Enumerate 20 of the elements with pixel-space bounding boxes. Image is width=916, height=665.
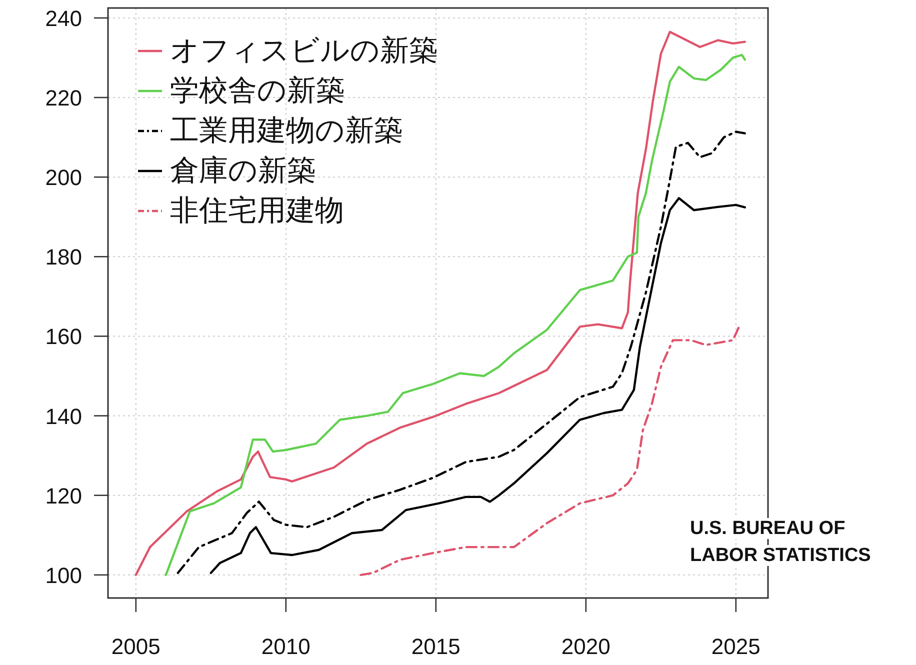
x-tick-label: 2005 xyxy=(111,634,160,659)
y-tick-label: 200 xyxy=(45,165,82,190)
x-tick-label: 2010 xyxy=(261,634,310,659)
x-tick-label: 2020 xyxy=(561,634,610,659)
y-tick-label: 140 xyxy=(45,404,82,429)
legend-label: 工業用建物の新築 xyxy=(170,115,403,147)
y-tick-label: 100 xyxy=(45,562,82,588)
y-tick-label: 220 xyxy=(45,86,82,111)
x-tick-label: 2015 xyxy=(411,634,460,659)
legend-label: オフィスビルの新築 xyxy=(170,35,438,67)
legend-label: 学校舎の新築 xyxy=(170,75,345,107)
y-tick-label: 180 xyxy=(45,244,82,270)
legend-label: 非住宅用建物 xyxy=(170,195,344,227)
y-tick-label: 160 xyxy=(45,324,82,350)
annotation: U.S. BUREAU OF xyxy=(690,518,846,539)
legend-label: 倉庫の新築 xyxy=(170,155,316,187)
x-tick-label: 2025 xyxy=(711,634,760,659)
y-tick-label: 120 xyxy=(45,483,82,508)
annotation: LABOR STATISTICS xyxy=(690,545,871,566)
y-tick-label: 240 xyxy=(45,6,82,31)
